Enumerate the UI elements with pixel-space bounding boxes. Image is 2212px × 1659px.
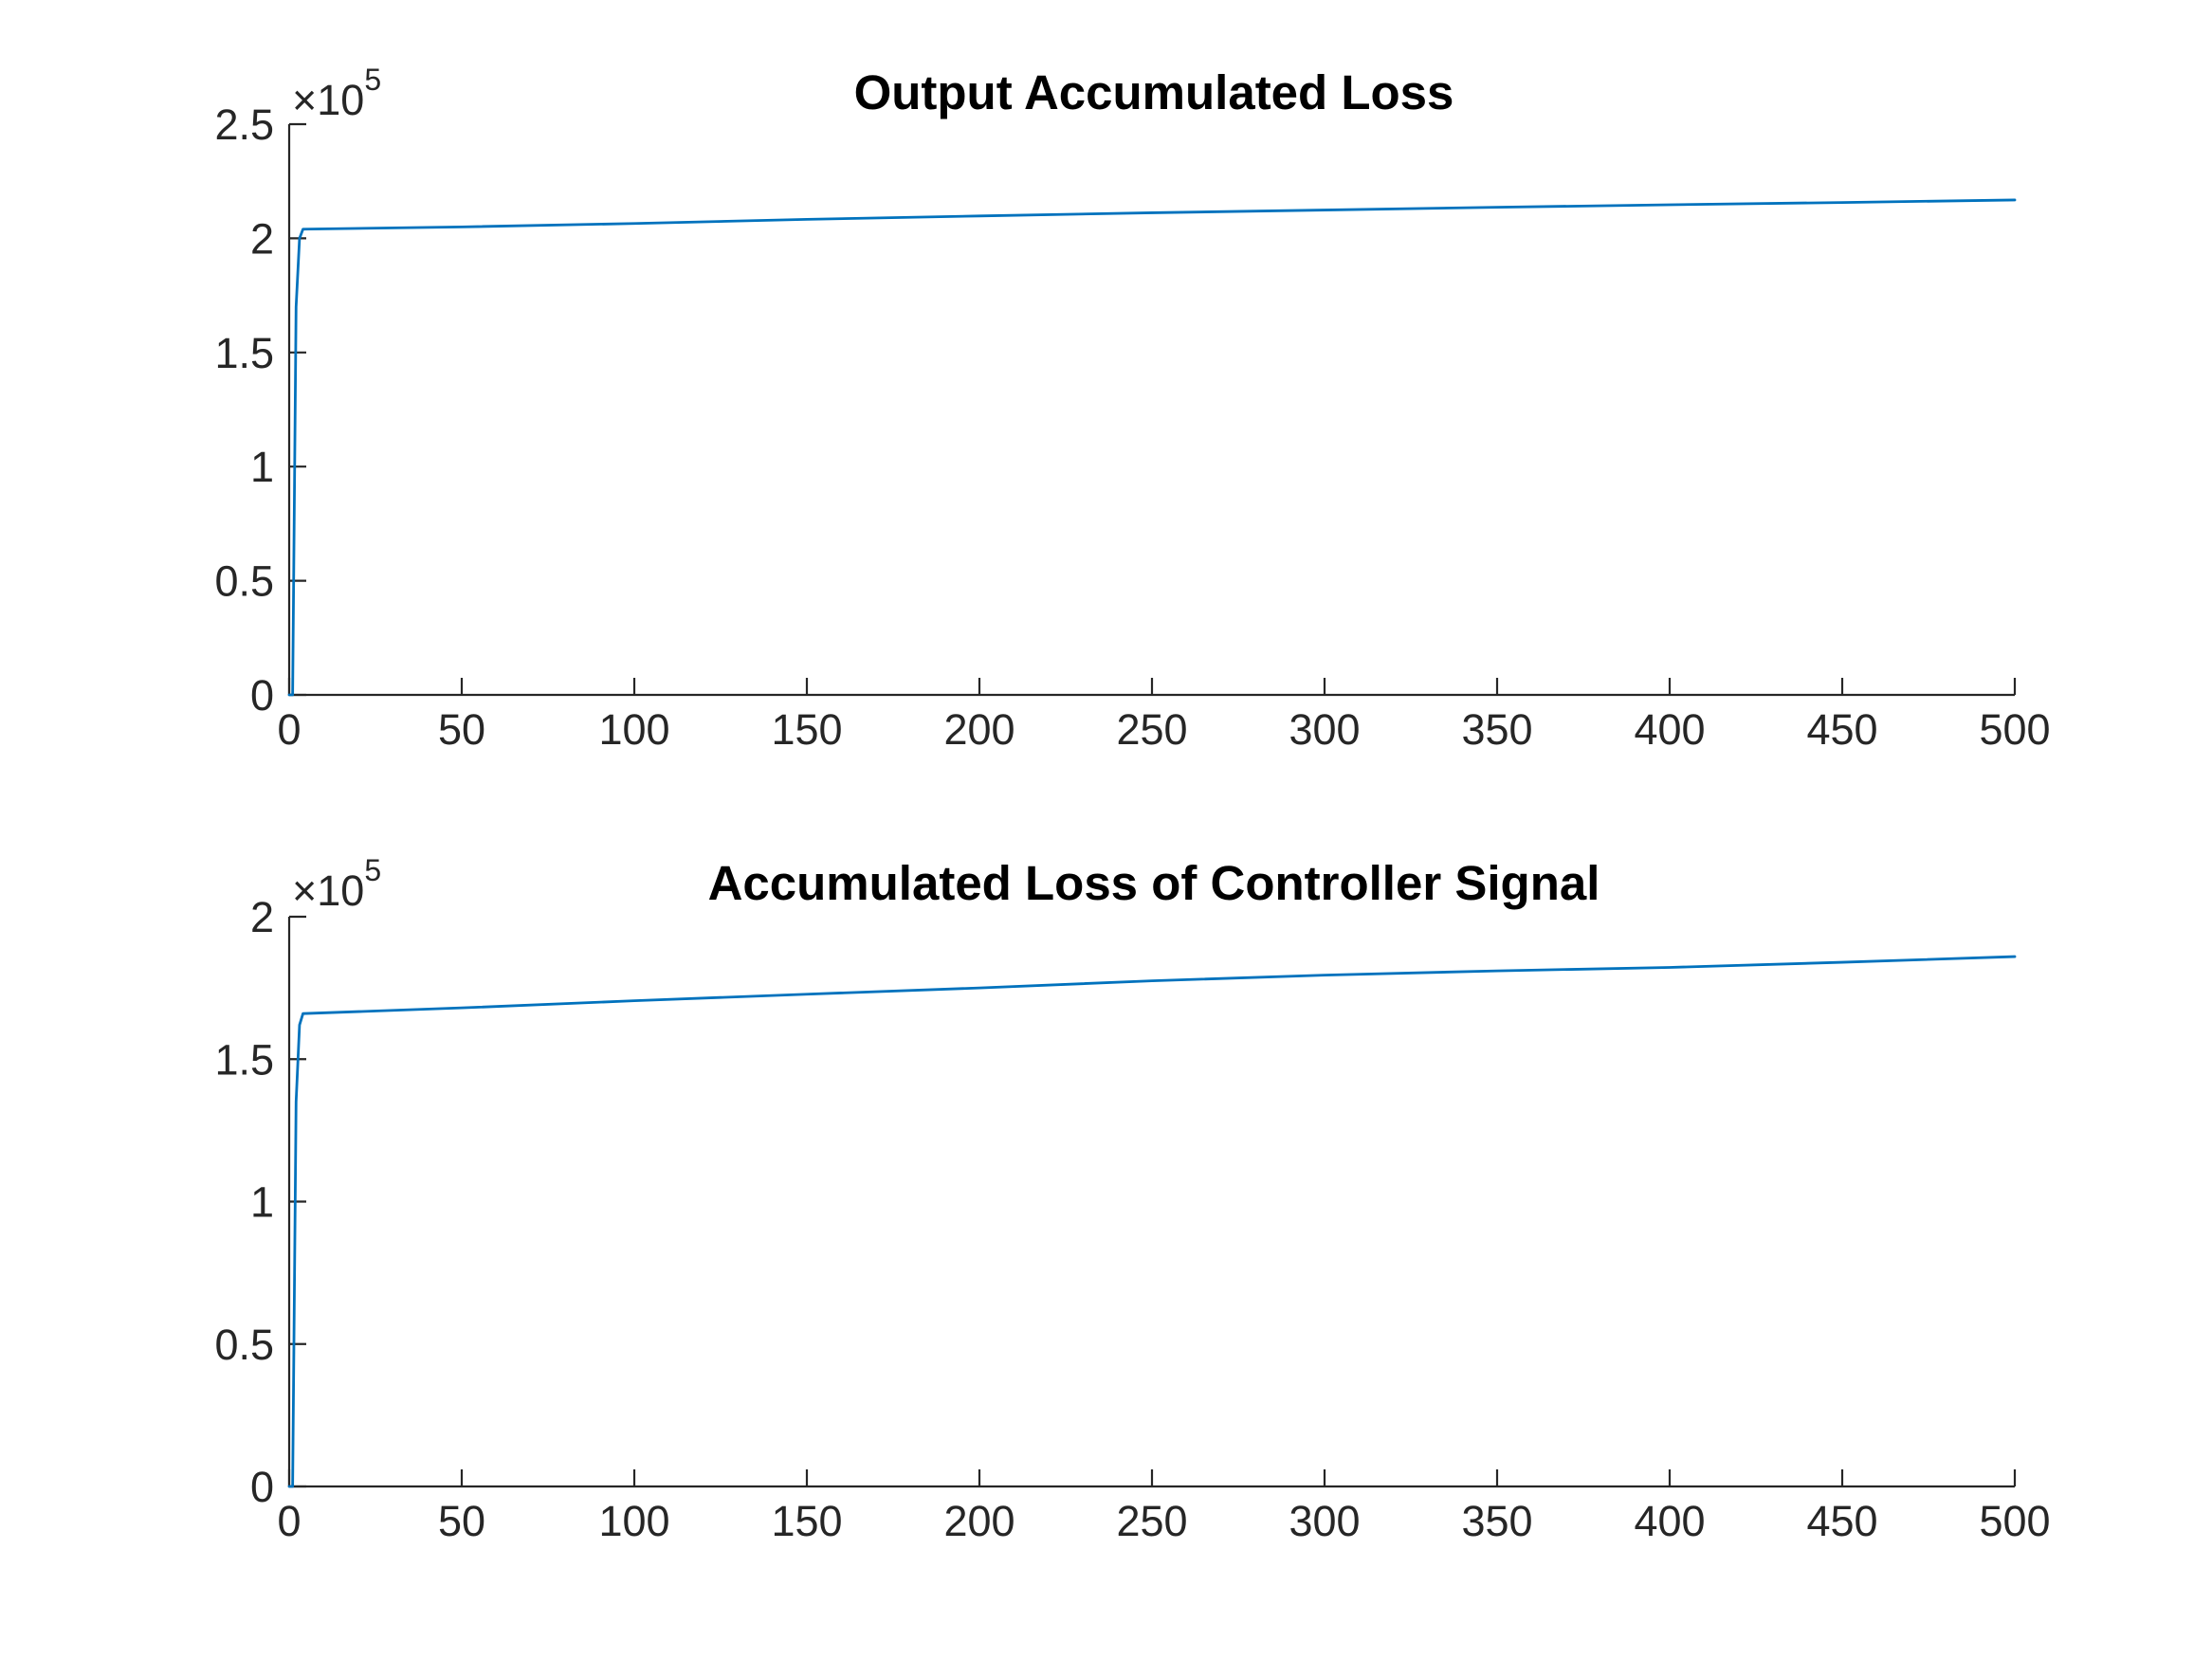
- x-tick-label: 0: [277, 1497, 301, 1545]
- y-tick-label: 2: [250, 893, 274, 941]
- y-exponent-power: 5: [364, 853, 381, 887]
- subplot-accumulated-loss-of-controller-signal: Accumulated Loss of Controller Signal ×1…: [214, 853, 2050, 1545]
- x-tick-label: 500: [1979, 1497, 2050, 1545]
- x-tick-label: 200: [943, 1497, 1015, 1545]
- chart-title: Accumulated Loss of Controller Signal: [708, 856, 1600, 910]
- y-tick-label: 2.5: [214, 100, 274, 149]
- x-tick-label: 150: [771, 1497, 842, 1545]
- x-tick-label: 400: [1634, 1497, 1705, 1545]
- y-exponent-base: ×10: [292, 76, 364, 124]
- x-tick-label: 250: [1116, 1497, 1187, 1545]
- y-exponent-power: 5: [364, 63, 381, 97]
- svg-text:×105: ×105: [292, 63, 381, 124]
- y-tick-label: 0: [250, 671, 274, 720]
- y-exponent-label: ×105: [292, 63, 381, 124]
- y-tick-label: 0.5: [214, 557, 274, 606]
- chart-title: Output Accumulated Loss: [854, 65, 1454, 119]
- svg-text:×105: ×105: [292, 853, 381, 915]
- x-tick-label: 300: [1289, 1497, 1360, 1545]
- x-tick-label: 400: [1634, 705, 1705, 754]
- y-tick-label: 1: [250, 443, 274, 491]
- y-tick-label: 0: [250, 1463, 274, 1511]
- y-tick-label: 1: [250, 1178, 274, 1227]
- series-line: [287, 955, 2017, 1488]
- x-tick-label: 100: [598, 705, 669, 754]
- x-tick-label: 150: [771, 705, 842, 754]
- x-tick-label: 100: [598, 1497, 669, 1545]
- x-tick-label: 300: [1289, 705, 1360, 754]
- x-tick-label: 450: [1806, 705, 1877, 754]
- x-tick-label: 350: [1461, 1497, 1532, 1545]
- y-tick-label: 1.5: [214, 329, 274, 377]
- x-tick-label: 50: [438, 705, 485, 754]
- x-tick-label: 450: [1806, 1497, 1877, 1545]
- x-tick-label: 350: [1461, 705, 1532, 754]
- y-exponent-base: ×10: [292, 866, 364, 915]
- y-tick-label: 0.5: [214, 1321, 274, 1369]
- series-line: [287, 198, 2017, 697]
- y-tick-label: 1.5: [214, 1035, 274, 1084]
- x-tick-label: 200: [943, 705, 1015, 754]
- plot-area: 0 50 100 150 200 250 300 350 400 450 500 0 0.5 1 1.5 2: [214, 893, 2050, 1545]
- x-tick-label: 50: [438, 1497, 485, 1545]
- plot-area: 0 50 100 150 200 250 300 350 400 450 500 0 0.5 1 1.5 2 2…: [214, 100, 2050, 754]
- y-tick-label: 2: [250, 214, 274, 263]
- x-tick-label: 0: [277, 705, 301, 754]
- x-tick-label: 250: [1116, 705, 1187, 754]
- subplot-output-accumulated-loss: Output Accumulated Loss ×105 0 50 100 150 20…: [214, 63, 2050, 754]
- x-tick-label: 500: [1979, 705, 2050, 754]
- y-exponent-label: ×105: [292, 853, 381, 915]
